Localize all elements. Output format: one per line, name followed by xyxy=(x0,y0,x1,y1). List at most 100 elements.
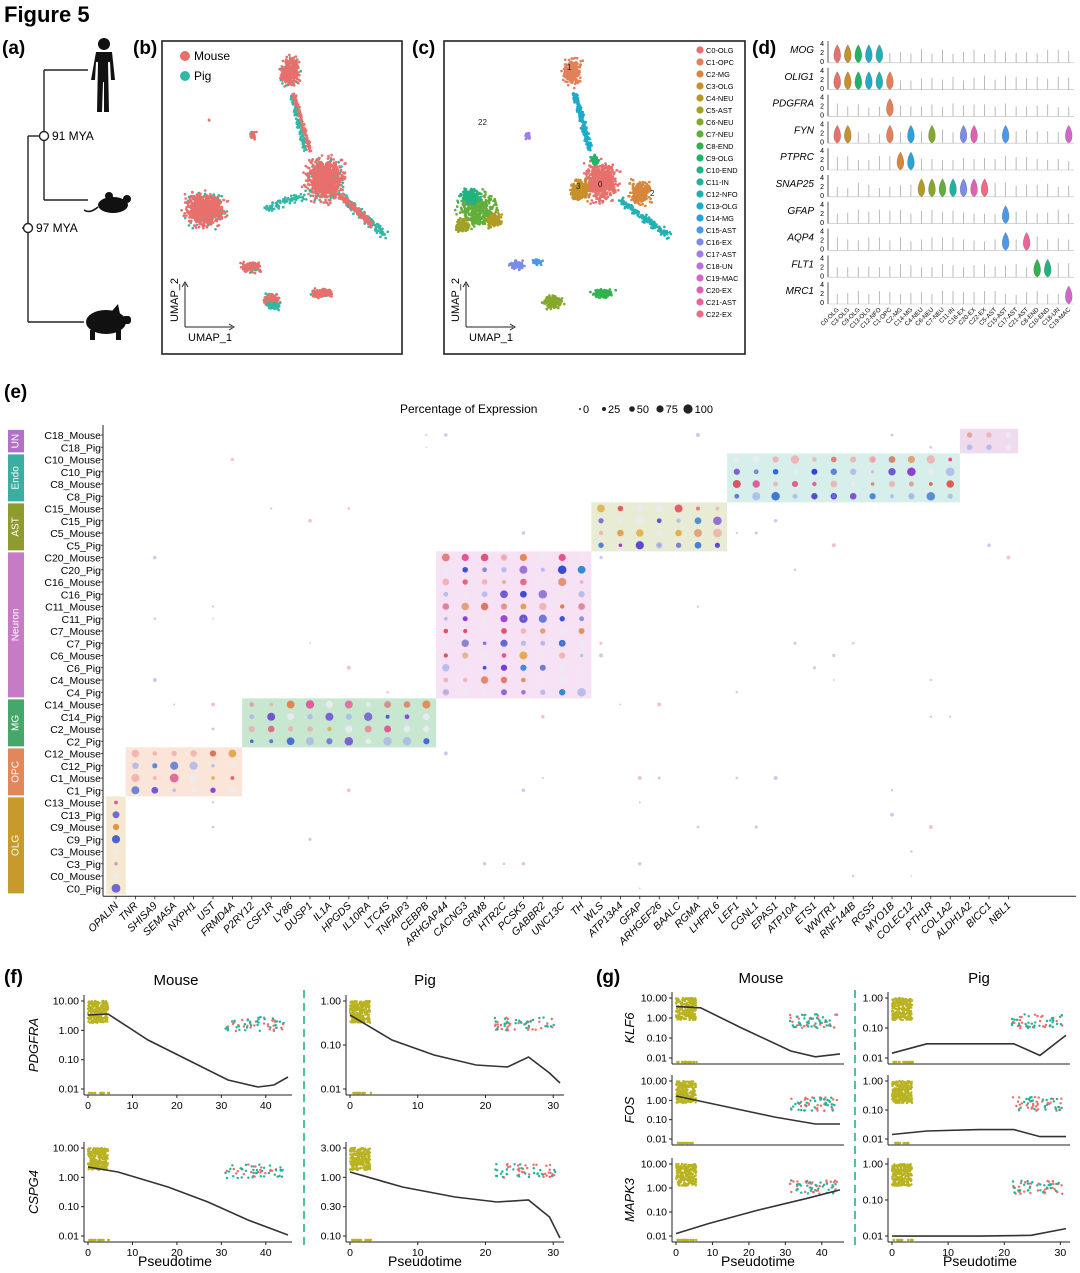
dotplot-dot-faint xyxy=(793,568,797,571)
dotplot-dot-faint xyxy=(755,470,758,473)
dotplot-highlight-box xyxy=(727,453,960,503)
dotplot-dot xyxy=(501,567,507,573)
pt-xtick-label: 10 xyxy=(707,1247,719,1259)
c-small-d xyxy=(589,288,618,299)
dotplot-dot xyxy=(287,726,294,732)
dot-legend-size xyxy=(579,408,581,410)
dotplot-dot-faint xyxy=(211,702,215,707)
dotplot-dot xyxy=(675,542,682,548)
violin-shape xyxy=(1002,232,1010,251)
dotplot-dot-faint xyxy=(308,837,312,841)
dotplot-dot xyxy=(520,603,527,610)
dotplot-dot xyxy=(790,455,800,464)
dotplot-group-label: UN xyxy=(11,434,22,448)
pt-points-early xyxy=(348,999,373,1095)
dotplot-group-bar xyxy=(8,503,24,551)
dotplot-dot xyxy=(444,641,448,646)
dot-legend-size xyxy=(629,406,635,412)
pt-ytick-label: 0.10 xyxy=(647,1207,668,1219)
pt-points-late-a xyxy=(1012,1179,1064,1195)
dotplot-dot xyxy=(482,641,487,646)
pt-points-late-a xyxy=(1011,1096,1063,1112)
legend-c-swatch xyxy=(696,106,704,114)
dotplot-dot-faint xyxy=(910,875,913,877)
dotplot-dot-faint xyxy=(639,887,641,890)
pt-ytick-label: 1.00 xyxy=(321,1172,342,1184)
dotplot-dot-faint xyxy=(929,715,932,718)
violin-shape xyxy=(928,124,936,144)
c-left-cluster-c xyxy=(485,210,504,229)
dotplot-gene-label: OPALIN xyxy=(86,900,121,935)
dotplot-dot xyxy=(169,773,179,783)
dotplot-dot xyxy=(462,616,468,622)
pt-smooth-curve xyxy=(892,1227,1067,1237)
dotplot-dot xyxy=(441,553,450,562)
dotplot-dot xyxy=(443,591,449,597)
pt-xtick-label: 20 xyxy=(171,1247,183,1259)
dotplot-dot-faint xyxy=(696,605,700,608)
pt-xtick-label: 10 xyxy=(127,1247,139,1259)
dotplot-dot xyxy=(577,565,586,574)
dotplot-dot xyxy=(869,493,876,500)
pt-points-early xyxy=(86,999,111,1095)
dot-legend-label: 100 xyxy=(695,404,713,416)
pt-ytick-label: 0.10 xyxy=(59,1201,80,1213)
dotplot-group-bar xyxy=(8,748,24,796)
dotplot-dot-faint xyxy=(152,678,157,682)
dotplot-dot-faint xyxy=(153,617,157,621)
dotplot-dot-faint xyxy=(949,715,952,718)
dotplot-dot xyxy=(713,516,722,526)
f-pseudotime-plots: 10.00 1.00 0.10 0.01 0 10 20 30 40 PDGFRA 1.00 0.10… xyxy=(26,995,564,1259)
dotplot-dot xyxy=(462,579,468,585)
pt-smooth-curve xyxy=(675,1095,840,1125)
b-small-c-mouse xyxy=(311,287,334,300)
dotplot-dot xyxy=(674,504,683,513)
dotplot-dot xyxy=(792,469,798,474)
dotplot-dot xyxy=(500,603,508,610)
pt-ytick-label: 1.00 xyxy=(59,1025,80,1037)
dotplot-dot-faint xyxy=(114,862,118,866)
violin-shape xyxy=(886,71,894,90)
dotplot-dot-faint xyxy=(793,641,797,645)
dotplot-group-label: OLG xyxy=(11,835,22,856)
violin-shape xyxy=(854,71,862,90)
dotplot-dot xyxy=(635,516,644,525)
pt-points-late-a xyxy=(493,1016,554,1032)
dotplot-dot xyxy=(462,652,469,659)
legend-c-label: C21-AST xyxy=(706,298,737,307)
dot-legend-label: 50 xyxy=(637,404,649,416)
dotplot-dot-faint xyxy=(212,617,214,620)
dotplot-dot xyxy=(655,505,663,512)
dotplot-dot xyxy=(423,725,430,733)
dotplot-group-bar xyxy=(8,429,24,453)
pt-gene-label: MAPK3 xyxy=(622,1177,637,1222)
dotplot-dot-faint xyxy=(715,506,720,511)
c-left-cluster-d xyxy=(454,216,471,233)
dotplot-dot xyxy=(171,750,177,757)
dotplot-row-label: C14_Mouse xyxy=(44,700,101,712)
human-silhouette-icon xyxy=(91,38,115,112)
pt-ytick-label: 1.00 xyxy=(863,1076,884,1088)
violin-ytick: 0 xyxy=(820,166,824,173)
violin-ytick: 2 xyxy=(820,77,824,84)
dotplot-dot-faint xyxy=(831,543,836,548)
violin-shape xyxy=(1033,258,1041,278)
dotplot-dot xyxy=(926,455,935,464)
pt-xtick-label: 40 xyxy=(260,1247,272,1259)
dot-legend-size xyxy=(683,404,693,414)
dotplot-dot xyxy=(461,639,469,647)
dotplot-dot-faint xyxy=(211,825,215,829)
dotplot-dot xyxy=(714,542,721,548)
violin-shape xyxy=(854,44,862,63)
dotplot-dot xyxy=(481,615,488,622)
dotplot-dot xyxy=(598,518,604,524)
dotplot-row-label: C11_Pig xyxy=(62,614,102,626)
pt-ytick-label: 0.30 xyxy=(321,1201,342,1213)
dotplot-dot xyxy=(986,432,992,438)
violin-shape xyxy=(833,44,841,63)
legend-c-label: C22-EX xyxy=(706,310,732,319)
dotplot-dot xyxy=(1005,444,1012,451)
dotplot-dot-faint xyxy=(444,690,448,695)
dotplot-dot xyxy=(443,628,449,634)
dotplot-dot xyxy=(635,541,644,550)
